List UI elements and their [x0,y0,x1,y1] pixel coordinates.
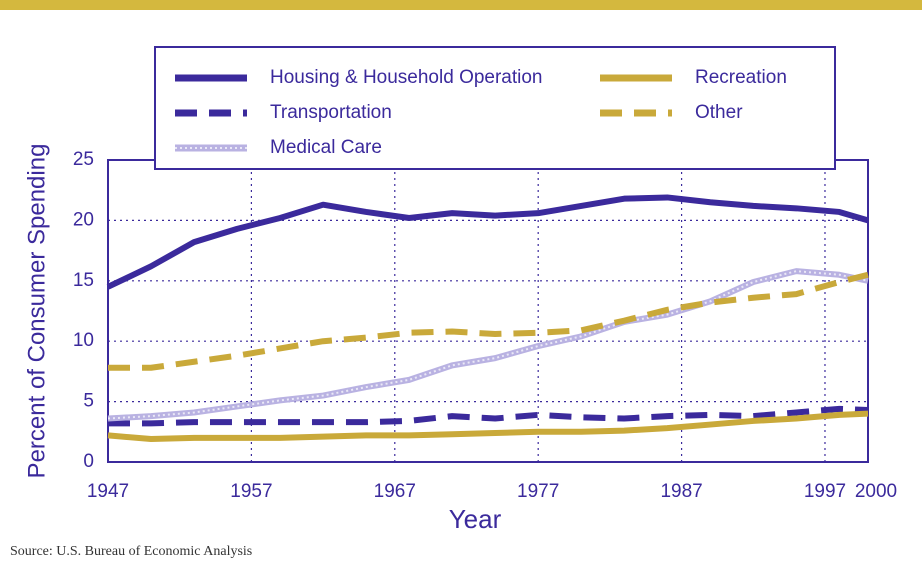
series-line [107,268,869,422]
x-tick-label: 1977 [517,481,559,502]
x-tick-label: 2000 [855,481,897,502]
series-line [106,194,869,290]
legend-box [154,46,836,170]
y-axis-label: Percent of Consumer Spending [23,144,50,479]
legend-label: Housing & Household Operation [270,67,543,88]
legend-label: Other [695,102,743,123]
y-tick-label: 10 [73,330,94,351]
y-tick-label: 25 [73,149,94,170]
y-tick-label: 0 [83,451,94,472]
top-banner [0,0,922,10]
x-tick-label: 1997 [804,481,846,502]
x-tick-label: 1967 [374,481,416,502]
x-tick-label: 1957 [230,481,272,502]
legend-label: Medical Care [270,137,382,158]
y-tick-label: 15 [73,270,94,291]
source-note: Source: U.S. Bureau of Economic Analysis [10,544,252,559]
series-line [107,410,869,443]
legend-label: Recreation [695,67,787,88]
x-tick-label: 1947 [87,481,129,502]
series-hatch [107,270,869,420]
x-axis-label: Year [449,504,502,534]
series-line [108,405,869,427]
legend-label: Transportation [270,102,392,123]
series-line [108,271,869,371]
y-tick-label: 20 [73,209,94,230]
y-tick-label: 5 [83,391,94,412]
x-tick-label: 1987 [660,481,702,502]
